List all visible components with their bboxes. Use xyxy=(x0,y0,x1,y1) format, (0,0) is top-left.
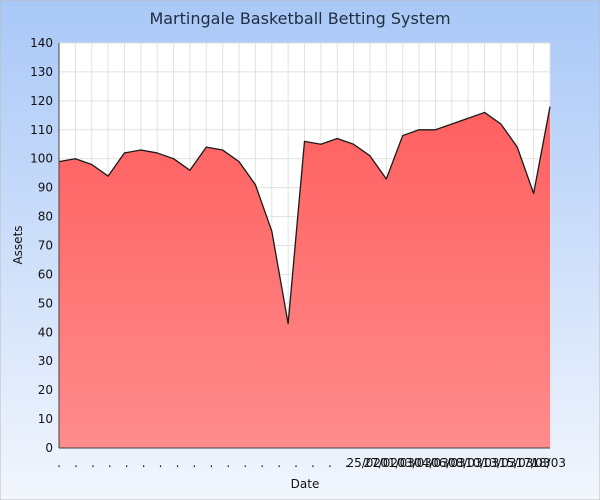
y-tick-label: 30 xyxy=(38,354,53,368)
x-tick-label: . xyxy=(311,456,315,470)
y-tick-label: 0 xyxy=(45,441,53,455)
x-tick-label: 08/03 xyxy=(448,456,483,470)
y-tick-label: 130 xyxy=(30,65,53,79)
x-tick-label: 01/03 xyxy=(380,456,415,470)
y-tick-label: 80 xyxy=(38,210,53,224)
chart-title: Martingale Basketball Betting System xyxy=(149,9,450,28)
x-tick-label: . xyxy=(209,456,213,470)
x-tick-label: . xyxy=(159,456,163,470)
x-tick-label: . xyxy=(57,456,61,470)
x-tick-label: 04/03 xyxy=(414,456,449,470)
y-tick-label: 70 xyxy=(38,239,53,253)
x-tick-label: 27/02 xyxy=(363,456,398,470)
x-tick-label: . xyxy=(243,456,247,470)
y-tick-label: 120 xyxy=(30,94,53,108)
y-tick-label: 10 xyxy=(38,412,53,426)
y-tick-label: 20 xyxy=(38,383,53,397)
x-tick-label: 03/03 xyxy=(397,456,432,470)
y-tick-label: 40 xyxy=(38,325,53,339)
x-tick-label: . xyxy=(176,456,180,470)
y-tick-label: 100 xyxy=(30,152,53,166)
x-tick-label: 17/03 xyxy=(516,456,551,470)
x-tick-label: . xyxy=(277,456,281,470)
x-tick-label: . xyxy=(294,456,298,470)
x-axis-ticks: ................. .25/0227/0201/0303/0304… xyxy=(57,456,566,470)
x-tick-label: 15/03 xyxy=(499,456,534,470)
x-tick-label: . xyxy=(125,456,129,470)
y-axis-ticks: 0 10 20 30 40 50 60 70 80 90 100 110 120 130 140 xyxy=(30,36,53,455)
x-axis-label: Date xyxy=(291,477,320,491)
y-tick-label: 50 xyxy=(38,296,53,310)
x-tick-label: . xyxy=(328,456,332,470)
y-axis-label: Assets xyxy=(11,225,25,264)
x-tick-label: 25/02 xyxy=(346,456,381,470)
x-tick-label: . xyxy=(345,456,349,470)
y-tick-label: 110 xyxy=(30,123,53,137)
y-tick-label: 60 xyxy=(38,267,53,281)
x-tick-label: . xyxy=(193,456,197,470)
x-tick-label: . xyxy=(108,456,112,470)
x-tick-label: . xyxy=(142,456,146,470)
x-tick-label: . xyxy=(260,456,264,470)
y-tick-label: 140 xyxy=(30,36,53,50)
area-series xyxy=(59,106,550,448)
x-tick-label: . xyxy=(74,456,78,470)
x-tick-label: 06/03 xyxy=(431,456,466,470)
x-tick-label: . xyxy=(91,456,95,470)
x-tick-label: . xyxy=(226,456,230,470)
x-tick-label: 10/03 xyxy=(465,456,500,470)
y-tick-label: 90 xyxy=(38,181,53,195)
x-tick-label: 13/03 xyxy=(482,456,517,470)
series-line xyxy=(58,106,551,325)
x-tick-label: 18/03 xyxy=(531,456,566,470)
